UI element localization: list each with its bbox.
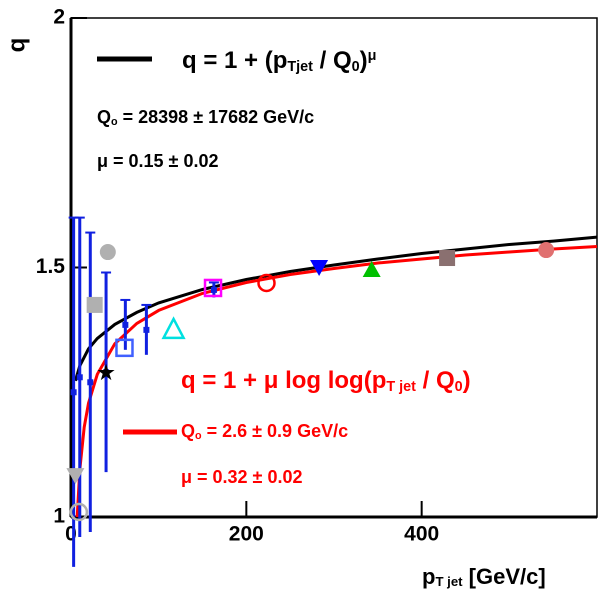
annotation-part: μ <box>368 48 377 64</box>
marker <box>257 273 276 293</box>
annotation-part: ) <box>463 367 471 394</box>
marker <box>122 321 129 328</box>
annotation: μ = 0.32 ± 0.02 <box>181 467 302 487</box>
marker <box>76 374 83 381</box>
annotation-part: / Q <box>313 47 352 74</box>
annotation-part: μ = 0.15 ± 0.02 <box>97 151 218 171</box>
annotation-part: = 28398 ± 17682 GeV/c <box>118 107 315 127</box>
annotation: μ = 0.15 ± 0.02 <box>97 151 218 171</box>
y-tick-label: 2 <box>53 6 65 29</box>
marker <box>161 316 186 340</box>
marker <box>310 260 329 277</box>
marker <box>362 260 381 277</box>
annotation-part: μ = 0.32 ± 0.02 <box>181 467 302 487</box>
fit-line <box>75 245 598 518</box>
x-axis-label-part: T jet <box>435 574 463 589</box>
marker <box>143 326 150 333</box>
marker <box>70 389 77 396</box>
marker <box>210 286 217 293</box>
marker <box>203 278 223 298</box>
annotation-part: 0 <box>352 59 360 75</box>
fit-line <box>73 235 598 382</box>
annotation-part: o <box>111 116 118 128</box>
annotation: q = 1 + μ log log(pT jet / Q0) <box>181 367 471 394</box>
marker <box>69 502 89 522</box>
x-tick-label: 400 <box>404 523 439 546</box>
x-axis-label: pT jet [GeV/c] <box>422 564 546 589</box>
marker <box>86 296 103 313</box>
annotation-part: q = 1 + (p <box>182 47 287 74</box>
annotation-part: q = 1 + μ log log(p <box>181 367 386 394</box>
y-tick-label: 1 <box>53 505 65 528</box>
annotation-part: T jet <box>386 379 416 395</box>
y-axis-label: q <box>3 38 30 53</box>
marker <box>99 244 116 261</box>
annotation-part: / Q <box>416 367 455 394</box>
x-tick-label: 200 <box>229 523 264 546</box>
annotation-part: Q <box>97 107 111 127</box>
annotation-part: Tjet <box>287 59 313 75</box>
x-tick-label: 0 <box>65 523 77 546</box>
marker <box>439 250 456 267</box>
marker <box>87 379 94 386</box>
x-axis-label-part: p <box>422 564 435 589</box>
annotation-part: o <box>195 430 202 442</box>
marker <box>66 468 85 485</box>
marker <box>538 242 555 259</box>
marker <box>97 363 115 381</box>
y-tick-label: 1.5 <box>36 255 66 278</box>
annotation: Qo = 2.6 ± 0.9 GeV/c <box>181 421 348 442</box>
annotation: Qo = 28398 ± 17682 GeV/c <box>97 107 314 128</box>
annotation-part: 0 <box>455 379 463 395</box>
annotation-part: Q <box>181 421 195 441</box>
x-axis-label-part: [GeV/c] <box>463 564 546 589</box>
marker <box>115 338 134 358</box>
annotation-part: = 2.6 ± 0.9 GeV/c <box>202 421 348 441</box>
annotation: q = 1 + (pTjet / Q0)μ <box>182 47 376 74</box>
annotation-part: ) <box>360 47 368 74</box>
